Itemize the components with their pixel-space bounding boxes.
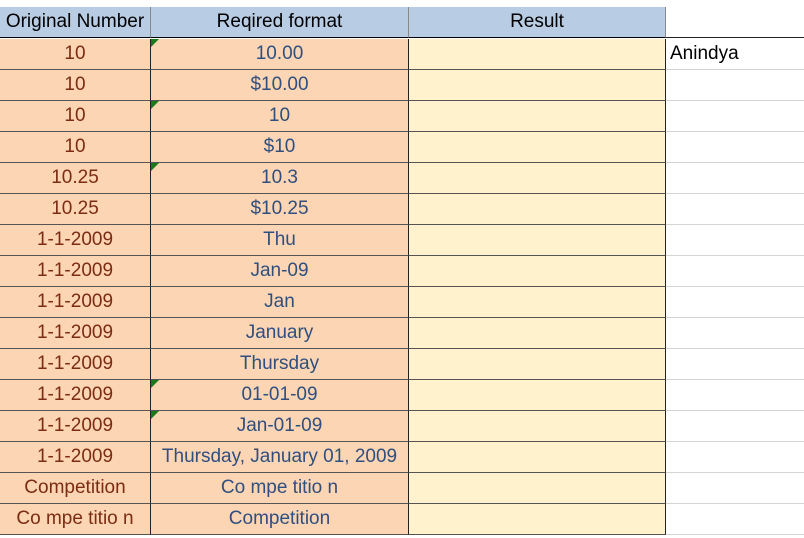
- error-indicator-icon: [151, 101, 159, 109]
- cell-required-format[interactable]: Jan-09: [151, 256, 409, 287]
- header-original-number[interactable]: Original Number: [0, 7, 151, 38]
- cell-required-format[interactable]: January: [151, 318, 409, 349]
- cell-extra[interactable]: [666, 504, 804, 535]
- header-empty[interactable]: [666, 7, 804, 38]
- table-row: 10 $10: [0, 132, 804, 163]
- cell-extra[interactable]: [666, 442, 804, 473]
- cell-result[interactable]: [409, 349, 666, 380]
- cell-result[interactable]: [409, 256, 666, 287]
- error-indicator-icon: [151, 380, 159, 388]
- cell-required-format[interactable]: Jan: [151, 287, 409, 318]
- cell-required-format[interactable]: Jan-01-09: [151, 411, 409, 442]
- cell-extra[interactable]: [666, 225, 804, 256]
- cell-extra[interactable]: [666, 132, 804, 163]
- cell-extra[interactable]: [666, 318, 804, 349]
- cell-original-number[interactable]: 1-1-2009: [0, 256, 151, 287]
- table-row: Co mpe titio n Competition: [0, 504, 804, 535]
- cell-required-format[interactable]: $10: [151, 132, 409, 163]
- cell-original-number[interactable]: Competition: [0, 473, 151, 504]
- cell-original-number[interactable]: 10: [0, 101, 151, 132]
- cell-original-number[interactable]: 10.25: [0, 163, 151, 194]
- table-row: 1-1-2009 Jan-01-09: [0, 411, 804, 442]
- table-row: 1-1-2009 Jan: [0, 287, 804, 318]
- cell-required-format[interactable]: 10: [151, 101, 409, 132]
- cell-original-number[interactable]: 10: [0, 39, 151, 70]
- cell-original-number[interactable]: 1-1-2009: [0, 380, 151, 411]
- cell-extra[interactable]: [666, 101, 804, 132]
- cell-result[interactable]: [409, 39, 666, 70]
- table-row: 10 10.00 Anindya: [0, 39, 804, 70]
- table-row: 10 $10.00: [0, 70, 804, 101]
- cell-extra[interactable]: [666, 380, 804, 411]
- cell-required-format[interactable]: 01-01-09: [151, 380, 409, 411]
- cell-result[interactable]: [409, 504, 666, 535]
- cell-original-number[interactable]: 1-1-2009: [0, 442, 151, 473]
- cell-result[interactable]: [409, 163, 666, 194]
- table-row: 1-1-2009 Thursday, January 01, 2009: [0, 442, 804, 473]
- header-result[interactable]: Result: [409, 7, 666, 38]
- cell-extra[interactable]: [666, 349, 804, 380]
- cell-required-format[interactable]: Thu: [151, 225, 409, 256]
- cell-original-number[interactable]: 1-1-2009: [0, 225, 151, 256]
- cell-original-number[interactable]: 10: [0, 70, 151, 101]
- cell-original-number[interactable]: Co mpe titio n: [0, 504, 151, 535]
- header-row: Original Number Reqired format Result: [0, 7, 804, 38]
- cell-extra[interactable]: [666, 256, 804, 287]
- cell-result[interactable]: [409, 70, 666, 101]
- cell-result[interactable]: [409, 411, 666, 442]
- cell-result[interactable]: [409, 442, 666, 473]
- cell-result[interactable]: [409, 318, 666, 349]
- table-row: 1-1-2009 January: [0, 318, 804, 349]
- cell-required-format[interactable]: 10.3: [151, 163, 409, 194]
- cell-result[interactable]: [409, 194, 666, 225]
- cell-extra[interactable]: [666, 70, 804, 101]
- table-row: Competition Co mpe titio n: [0, 473, 804, 504]
- cell-required-format[interactable]: $10.25: [151, 194, 409, 225]
- cell-required-format[interactable]: Thursday: [151, 349, 409, 380]
- cell-original-number[interactable]: 10: [0, 132, 151, 163]
- error-indicator-icon: [151, 411, 159, 419]
- cell-required-format[interactable]: $10.00: [151, 70, 409, 101]
- cell-result[interactable]: [409, 225, 666, 256]
- cell-required-format[interactable]: 10.00: [151, 39, 409, 70]
- table-row: 1-1-2009 Jan-09: [0, 256, 804, 287]
- error-indicator-icon: [151, 163, 159, 171]
- cell-original-number[interactable]: 1-1-2009: [0, 287, 151, 318]
- table-row: 10.25 10.3: [0, 163, 804, 194]
- table-row: 1-1-2009 01-01-09: [0, 380, 804, 411]
- cell-extra[interactable]: [666, 194, 804, 225]
- table-row: 10 10: [0, 101, 804, 132]
- cell-original-number[interactable]: 10.25: [0, 194, 151, 225]
- cell-extra[interactable]: [666, 287, 804, 318]
- cell-required-format[interactable]: Co mpe titio n: [151, 473, 409, 504]
- cell-required-format[interactable]: Thursday, January 01, 2009: [151, 442, 409, 473]
- cell-original-number[interactable]: 1-1-2009: [0, 411, 151, 442]
- cell-result[interactable]: [409, 287, 666, 318]
- cell-extra[interactable]: Anindya: [666, 39, 804, 70]
- table-row: 1-1-2009 Thursday: [0, 349, 804, 380]
- cell-extra[interactable]: [666, 473, 804, 504]
- header-required-format[interactable]: Reqired format: [151, 7, 409, 38]
- error-indicator-icon: [151, 39, 159, 47]
- cell-result[interactable]: [409, 101, 666, 132]
- cell-original-number[interactable]: 1-1-2009: [0, 318, 151, 349]
- table-row: 1-1-2009 Thu: [0, 225, 804, 256]
- cell-result[interactable]: [409, 473, 666, 504]
- table-row: 10.25 $10.25: [0, 194, 804, 225]
- cell-result[interactable]: [409, 132, 666, 163]
- cell-extra[interactable]: [666, 163, 804, 194]
- cell-result[interactable]: [409, 380, 666, 411]
- cell-extra[interactable]: [666, 411, 804, 442]
- cell-original-number[interactable]: 1-1-2009: [0, 349, 151, 380]
- cell-required-format[interactable]: Competition: [151, 504, 409, 535]
